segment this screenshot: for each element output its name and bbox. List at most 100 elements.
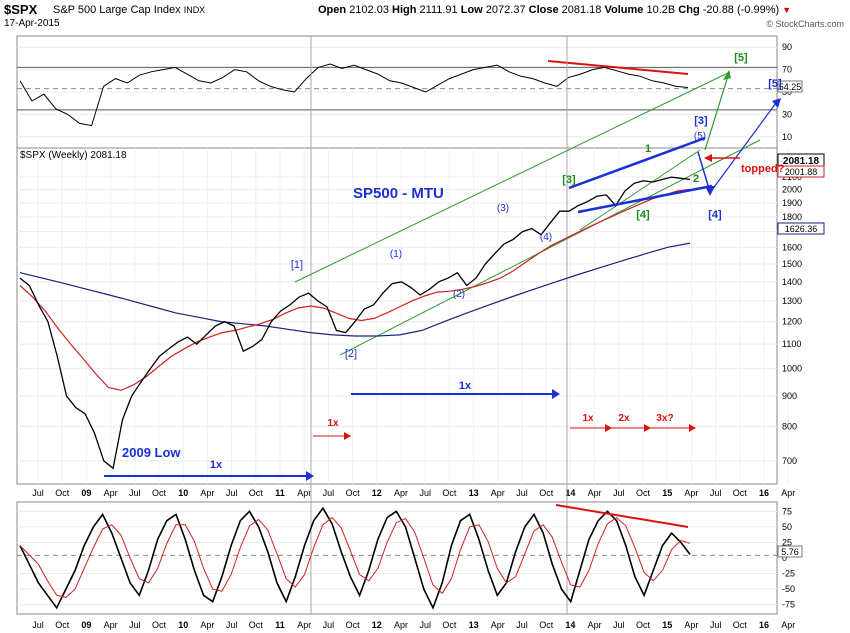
- x-tick-label: Jul: [323, 488, 335, 498]
- quote-bar: Open 2102.03 High 2111.91 Low 2072.37 Cl…: [318, 4, 791, 16]
- rsi-tick-label: 30: [782, 109, 792, 119]
- stockcharts-credit: © StockCharts.com: [766, 19, 844, 29]
- rsi-current-box: [777, 80, 803, 93]
- x-tick-label-lower: 13: [469, 620, 479, 630]
- x-tick-label-lower: Jul: [129, 620, 141, 630]
- projection-to-4-arrow: [697, 151, 711, 193]
- x-tick-label-lower: Jul: [323, 620, 335, 630]
- price-tick-label: 1800: [782, 212, 802, 222]
- price-tick-label: 1100: [782, 339, 801, 349]
- x-tick-label: Jul: [129, 488, 141, 498]
- wave-label-1-minor: (1): [390, 249, 402, 260]
- x-tick-label: Oct: [346, 488, 361, 498]
- price-tick-label: 1600: [782, 242, 802, 252]
- x-tick-label-lower: 11: [275, 620, 285, 630]
- projection-to-5-green-arrowhead-icon: [723, 70, 731, 80]
- x-tick-label: Jul: [613, 488, 625, 498]
- price-panel: [16, 147, 778, 485]
- price-tick-label: 1500: [782, 259, 802, 269]
- topped-label: topped?: [741, 163, 785, 175]
- x-tick-label-lower: Apr: [491, 620, 505, 630]
- chg-down-arrow-icon: ▼: [782, 5, 792, 15]
- x-tick-label: 09: [81, 488, 91, 498]
- x-tick-label: Apr: [200, 488, 214, 498]
- open-label: Open: [318, 4, 347, 16]
- stoch-tick-label: 50: [782, 522, 792, 532]
- wave-label-2-minor: (2): [453, 289, 465, 300]
- ma-200-line: [19, 242, 691, 337]
- price-tick-label: 2000: [782, 185, 802, 195]
- x-tick-label: Apr: [297, 488, 311, 498]
- rsi-tick-label: 90: [782, 42, 792, 52]
- x-tick-label-lower: Apr: [781, 620, 795, 630]
- cycle-2x-red-label: 2x: [618, 413, 630, 424]
- cycle-red-arrowhead-1-icon: [605, 424, 612, 432]
- x-tick-label-lower: Apr: [104, 620, 118, 630]
- chart-symbol: $SPX: [4, 2, 38, 17]
- green-wave-label-2: 2: [693, 173, 699, 185]
- stoch-tick-label: 25: [782, 537, 792, 547]
- cycle-1x-arrowhead-2009-icon: [306, 471, 314, 481]
- x-tick-label-lower: Jul: [710, 620, 722, 630]
- cycle-1x-red-label-2011: 1x: [327, 418, 339, 429]
- price-tick-label: 700: [782, 456, 797, 466]
- projection-to-5-blue-arrow: [711, 102, 777, 191]
- high-value: 2111.91: [419, 4, 458, 16]
- x-tick-label: Jul: [516, 488, 528, 498]
- green-wave-label-4: [4]: [636, 209, 650, 221]
- x-tick-label: 13: [469, 488, 479, 498]
- x-tick-label: 10: [178, 488, 188, 498]
- cycle-red-arrowhead-2-icon: [644, 424, 651, 432]
- channel-inner-line: [579, 149, 701, 231]
- x-tick-label-lower: Oct: [442, 620, 457, 630]
- high-label: High: [392, 4, 417, 16]
- x-tick-label: Apr: [588, 488, 602, 498]
- x-axis: Jul Jul Oct Oct 09 09 Apr Apr Jul Jul Oct Oct 10 10 Ap…: [32, 488, 795, 630]
- stoch-divergence-line: [555, 504, 689, 528]
- chg-label: Chg: [678, 4, 700, 16]
- open-value: 2102.03: [349, 4, 389, 16]
- price-line: [19, 176, 691, 470]
- x-tick-label-lower: Apr: [394, 620, 408, 630]
- price-legend: $SPX (Weekly) 2081.18: [20, 150, 127, 161]
- wave-label-5-major: [5]: [768, 78, 782, 90]
- price-tick-label: 800: [782, 421, 797, 431]
- projection-to-5-blue-arrowhead-icon: [772, 98, 781, 108]
- x-tick-label-lower: Oct: [152, 620, 167, 630]
- x-tick-label-lower: 14: [565, 620, 575, 630]
- x-tick-label-lower: Oct: [55, 620, 70, 630]
- stoch-tick-label: -75: [782, 600, 795, 610]
- cycle-1x-red-arrowhead-icon: [344, 432, 351, 440]
- ma-red-box: [777, 165, 825, 178]
- x-tick-label: Apr: [104, 488, 118, 498]
- volume-label: Volume: [604, 4, 644, 16]
- x-tick-label: 11: [275, 488, 285, 498]
- x-tick-label-lower: Jul: [419, 620, 431, 630]
- low-2009-label: 2009 Low: [122, 445, 181, 460]
- x-tick-label: Oct: [539, 488, 554, 498]
- x-tick-label-lower: Apr: [200, 620, 214, 630]
- price-axis: 7008009001000110012001300140015001600170…: [782, 172, 802, 466]
- chg-value: -20.88 (-0.99%): [702, 4, 780, 16]
- x-tick-label: Oct: [442, 488, 457, 498]
- x-tick-label-lower: Jul: [226, 620, 238, 630]
- price-tick-label: 900: [782, 391, 797, 401]
- ma-50-line: [19, 188, 691, 391]
- rsi-current-label: 54.25: [779, 82, 802, 92]
- cycle-3x-red-label: 3x?: [656, 413, 673, 424]
- rsi-divergence-line: [547, 60, 689, 75]
- x-tick-label-lower: 15: [662, 620, 672, 630]
- x-tick-label-lower: Oct: [636, 620, 651, 630]
- x-tick-label: Jul: [419, 488, 431, 498]
- x-tick-label: Oct: [636, 488, 651, 498]
- x-tick-label: Apr: [684, 488, 698, 498]
- index-name-text: S&P 500 Large Cap Index: [53, 4, 181, 16]
- x-tick-label: Oct: [152, 488, 167, 498]
- price-tick-label: 1000: [782, 364, 802, 374]
- x-tick-label: 16: [759, 488, 769, 498]
- wave-label-2-major: [2]: [345, 348, 357, 360]
- projection-to-5-green-arrow: [704, 75, 729, 151]
- stoch-tick-label: -25: [782, 569, 795, 579]
- x-tick-label: Jul: [710, 488, 722, 498]
